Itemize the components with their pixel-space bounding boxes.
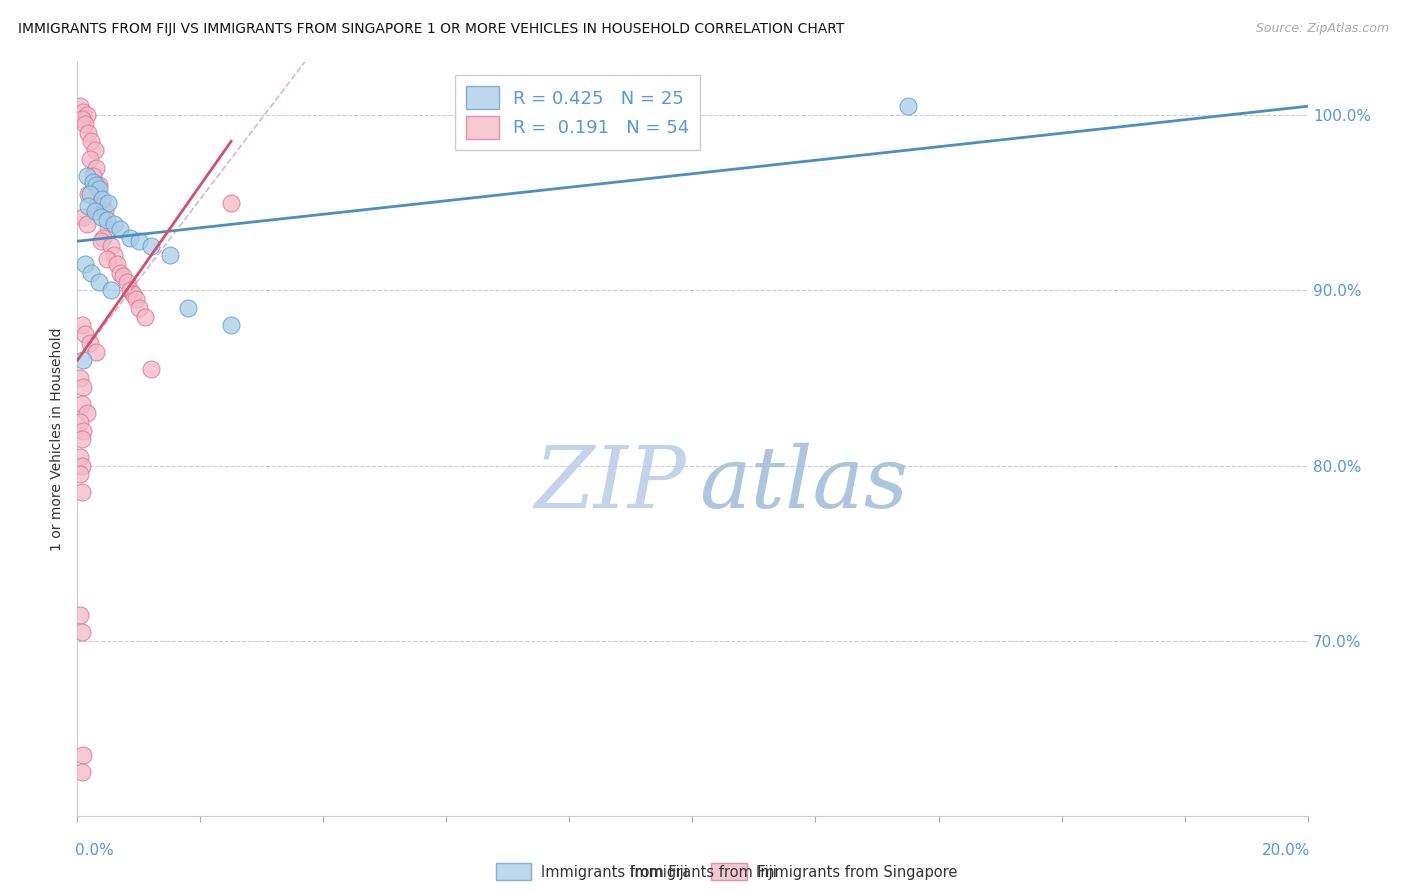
Point	[69, 371, 91, 385]
FancyBboxPatch shape	[711, 863, 747, 880]
Point	[118, 283, 141, 297]
Point	[76, 406, 98, 420]
Point	[70, 458, 93, 473]
Point	[112, 269, 135, 284]
Point	[219, 195, 242, 210]
Point	[83, 143, 105, 157]
Point	[82, 169, 104, 184]
Point	[70, 112, 93, 126]
Point	[159, 248, 181, 262]
Point	[90, 234, 112, 248]
Point	[72, 380, 94, 394]
Point	[72, 104, 94, 119]
Point	[141, 362, 163, 376]
Point	[103, 217, 125, 231]
Point	[110, 266, 132, 280]
Point	[128, 301, 150, 315]
Point	[118, 231, 141, 245]
Point	[103, 248, 125, 262]
Text: IMMIGRANTS FROM FIJI VS IMMIGRANTS FROM SINGAPORE 1 OR MORE VEHICLES IN HOUSEHOL: IMMIGRANTS FROM FIJI VS IMMIGRANTS FROM …	[18, 22, 845, 37]
Point	[70, 484, 93, 499]
Point	[84, 161, 107, 175]
Point	[84, 178, 107, 193]
Point	[69, 467, 91, 482]
Point	[86, 199, 108, 213]
Point	[90, 195, 114, 210]
Point	[141, 239, 163, 253]
Point	[134, 310, 156, 324]
Point	[115, 275, 138, 289]
Point	[80, 266, 103, 280]
Point	[84, 344, 107, 359]
Point	[76, 108, 98, 122]
Point	[69, 99, 91, 113]
Text: Immigrants from Fiji: Immigrants from Fiji	[541, 865, 688, 880]
Point	[110, 222, 132, 236]
Point	[87, 178, 110, 193]
Point	[219, 318, 242, 333]
Point	[72, 747, 94, 762]
Point	[96, 213, 118, 227]
Point	[83, 204, 105, 219]
Point	[87, 275, 110, 289]
Point	[77, 199, 100, 213]
Point	[72, 353, 94, 368]
Point	[70, 625, 93, 640]
Y-axis label: 1 or more Vehicles in Household: 1 or more Vehicles in Household	[51, 327, 65, 551]
Point	[97, 222, 120, 236]
Text: 20.0%: 20.0%	[1261, 843, 1310, 857]
Text: Immigrants from Singapore: Immigrants from Singapore	[756, 865, 957, 880]
Point	[73, 257, 96, 271]
Point	[73, 327, 96, 342]
Point	[79, 335, 101, 350]
Point	[76, 217, 98, 231]
Point	[82, 175, 104, 189]
Point	[128, 234, 150, 248]
Point	[79, 186, 101, 201]
Point	[96, 252, 118, 266]
Point	[70, 765, 93, 780]
Point	[73, 117, 96, 131]
Text: Source: ZipAtlas.com: Source: ZipAtlas.com	[1256, 22, 1389, 36]
Point	[77, 126, 100, 140]
Point	[105, 257, 128, 271]
Point	[69, 607, 91, 622]
Point	[72, 424, 94, 438]
Text: atlas: atlas	[699, 443, 908, 526]
FancyBboxPatch shape	[496, 863, 531, 880]
Point	[125, 292, 148, 306]
Point	[76, 169, 98, 184]
Point	[97, 195, 120, 210]
Legend: R = 0.425   N = 25, R =  0.191   N = 54: R = 0.425 N = 25, R = 0.191 N = 54	[456, 75, 700, 150]
Text: Immigrants from Fiji: Immigrants from Fiji	[630, 865, 776, 880]
Point	[72, 210, 94, 224]
Point	[70, 397, 93, 411]
Point	[80, 134, 103, 148]
Point	[90, 210, 112, 224]
Text: ZIP: ZIP	[534, 443, 686, 526]
Point	[69, 450, 91, 464]
Point	[91, 231, 114, 245]
Point	[94, 204, 117, 219]
Point	[79, 152, 101, 166]
Point	[177, 301, 200, 315]
Point	[100, 239, 122, 253]
Point	[100, 283, 122, 297]
Point	[77, 186, 100, 201]
Point	[70, 433, 93, 447]
Text: 0.0%: 0.0%	[75, 843, 114, 857]
Point	[69, 415, 91, 429]
Point	[87, 181, 110, 195]
Point	[897, 99, 920, 113]
Point	[70, 318, 93, 333]
Point	[90, 192, 114, 206]
Point	[121, 286, 143, 301]
